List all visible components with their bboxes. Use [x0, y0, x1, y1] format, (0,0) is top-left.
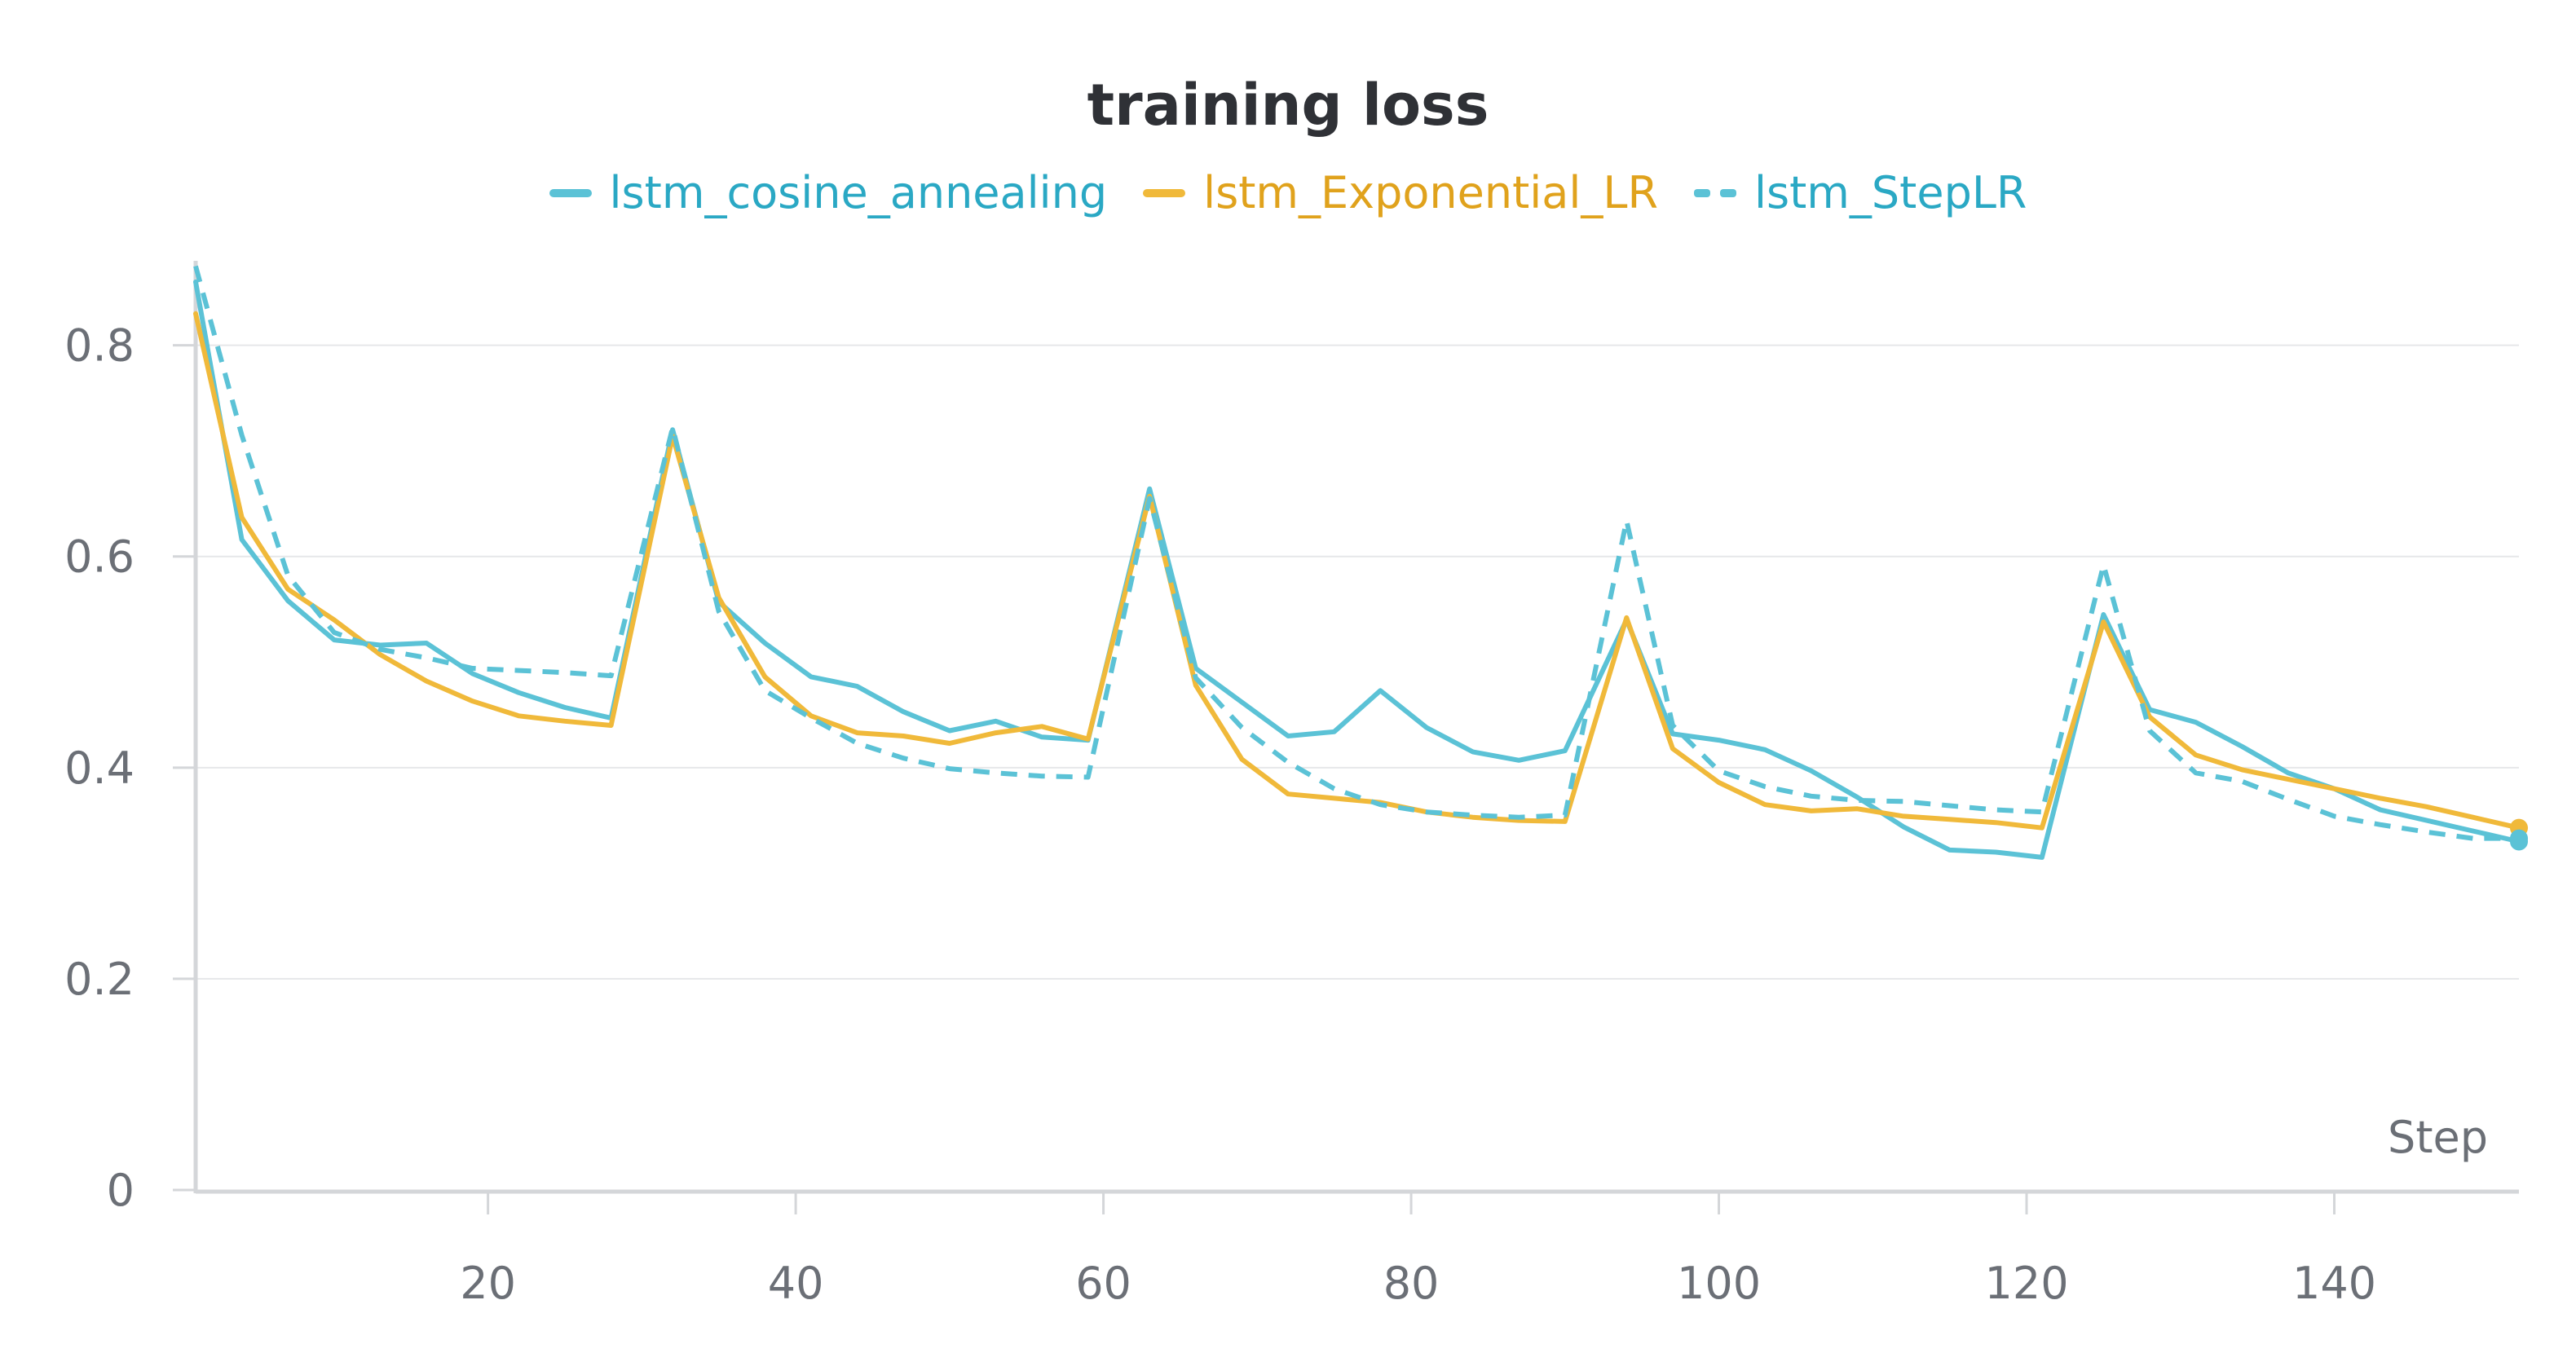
legend-swatch-steplr: [1693, 188, 1736, 197]
series-line-exponential: [193, 311, 2521, 831]
x-tick-label: 120: [1984, 1258, 2068, 1309]
legend-item-cosine[interactable]: lstm_cosine_annealing: [549, 167, 1108, 218]
x-tick-label: 100: [1677, 1258, 1761, 1309]
legend-item-exponential[interactable]: lstm_Exponential_LR: [1143, 167, 1658, 218]
x-axis-label: Step: [2388, 1112, 2488, 1163]
series-line-cosine: [193, 279, 2521, 860]
series-lines: [193, 265, 2528, 860]
tick-labels: 0 0.2 0.4 0.6 0.8 20 40 60 80 100 120 140: [64, 320, 2376, 1309]
legend-item-steplr[interactable]: lstm_StepLR: [1693, 167, 2027, 218]
legend-label-steplr: lstm_StepLR: [1753, 167, 2027, 218]
y-tick-label: 0.4: [64, 743, 135, 794]
legend-label-exponential: lstm_Exponential_LR: [1203, 167, 1658, 218]
x-tick-label: 60: [1075, 1258, 1131, 1309]
x-tick-label: 80: [1383, 1258, 1440, 1309]
y-tick-label: 0.2: [64, 954, 135, 1005]
legend-swatch-cosine: [549, 188, 592, 197]
x-tick-label: 40: [768, 1258, 824, 1309]
legend: lstm_cosine_annealing lstm_Exponential_L…: [0, 167, 2576, 218]
x-tick-label: 20: [460, 1258, 516, 1309]
y-tick-label: 0.8: [64, 320, 135, 372]
x-tick-label: 140: [2292, 1258, 2376, 1309]
grid-lines: [196, 344, 2519, 980]
axes: [173, 261, 2519, 1214]
legend-swatch-exponential: [1143, 188, 1186, 197]
legend-label-cosine: lstm_cosine_annealing: [609, 167, 1108, 218]
series-line-steplr: [193, 265, 2519, 841]
y-tick-label: 0: [107, 1165, 135, 1216]
series-endpoint-steplr: [2510, 829, 2528, 848]
chart-title: training loss: [1087, 72, 1489, 139]
y-tick-label: 0.6: [64, 531, 135, 583]
